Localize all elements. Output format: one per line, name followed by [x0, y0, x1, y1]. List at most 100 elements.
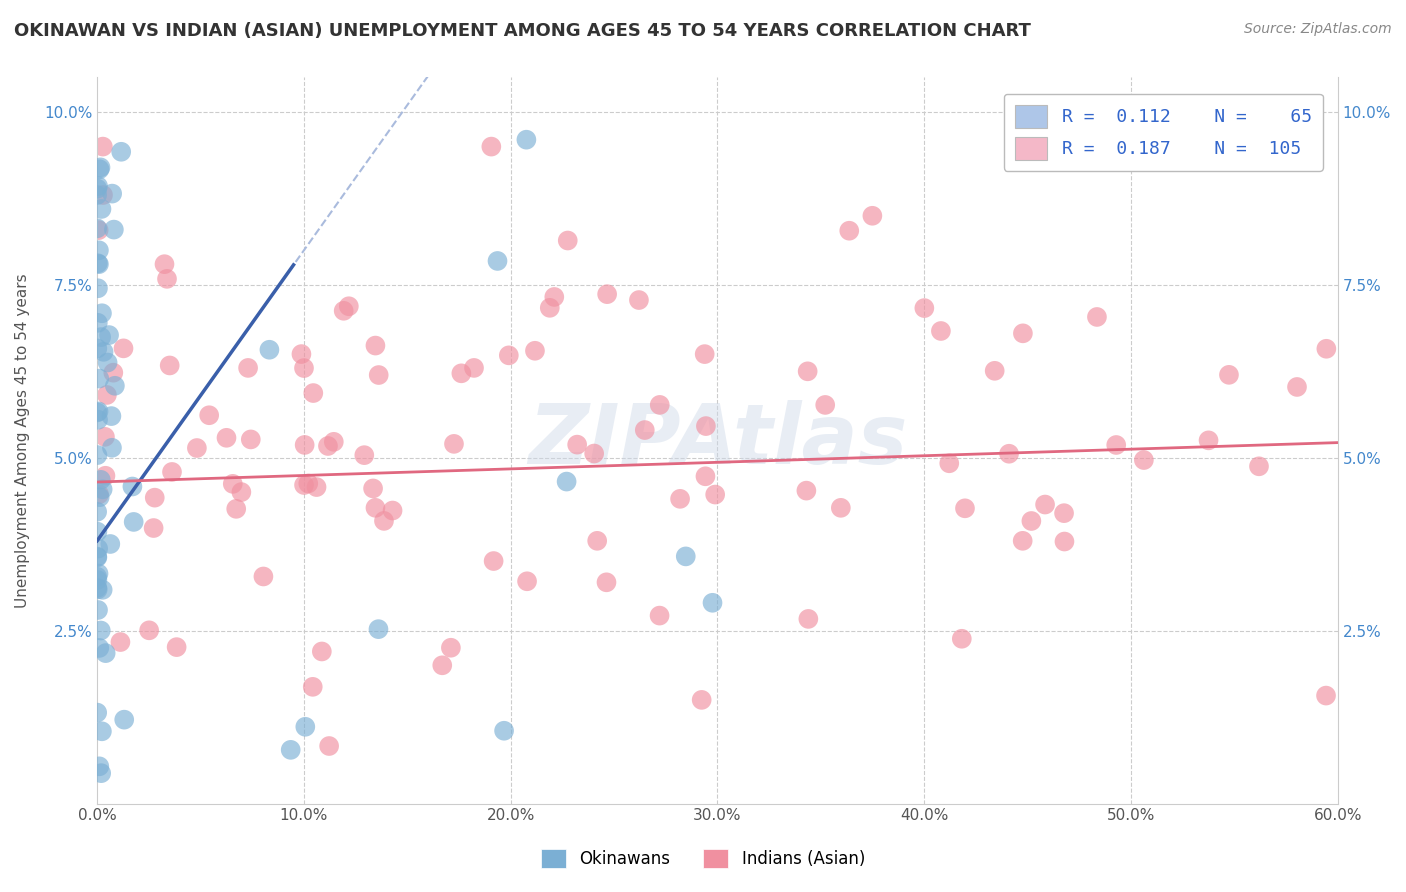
Point [138, 624, 160, 638]
Point [301, 680, 323, 694]
Point [122, 515, 145, 529]
Point [87, 404, 110, 418]
Point [292, 361, 315, 376]
Point [98, 537, 121, 551]
Point [1133, 453, 1156, 467]
Point [1315, 342, 1337, 356]
Point [96, 388, 118, 402]
Point [239, 433, 262, 447]
Point [89, 759, 111, 773]
Point [110, 145, 132, 159]
Point [583, 446, 606, 460]
Point [153, 257, 176, 271]
Point [482, 554, 505, 568]
Point [648, 398, 671, 412]
Point [1085, 310, 1108, 324]
Text: ZIPAtlas: ZIPAtlas [527, 400, 907, 481]
Point [90, 330, 112, 344]
Point [93, 344, 115, 359]
Point [280, 743, 302, 757]
Point [648, 608, 671, 623]
Point [675, 549, 697, 564]
Point [89, 162, 111, 177]
Point [669, 491, 692, 506]
Point [557, 234, 579, 248]
Point [86, 181, 108, 195]
Point [87, 566, 110, 581]
Point [704, 487, 727, 501]
Point [373, 514, 395, 528]
Point [87, 244, 110, 258]
Point [225, 501, 247, 516]
Point [1285, 380, 1308, 394]
Point [86, 405, 108, 419]
Point [381, 503, 404, 517]
Point [87, 413, 110, 427]
Point [86, 342, 108, 356]
Point [294, 438, 316, 452]
Text: Source: ZipAtlas.com: Source: ZipAtlas.com [1244, 22, 1392, 37]
Point [86, 706, 108, 720]
Point [294, 720, 316, 734]
Point [91, 306, 114, 320]
Point [103, 366, 125, 380]
Point [87, 223, 110, 237]
Point [797, 612, 820, 626]
Point [302, 386, 325, 401]
Point [523, 343, 546, 358]
Point [231, 485, 253, 500]
Point [159, 359, 181, 373]
Point [364, 338, 387, 352]
Point [311, 644, 333, 658]
Point [929, 324, 952, 338]
Point [101, 441, 124, 455]
Point [97, 355, 120, 369]
Point [91, 188, 114, 202]
Point [450, 367, 472, 381]
Point [1198, 434, 1220, 448]
Point [443, 437, 465, 451]
Point [87, 256, 110, 270]
Point [693, 347, 716, 361]
Point [297, 476, 319, 491]
Point [332, 303, 354, 318]
Point [87, 541, 110, 556]
Point [94, 430, 117, 444]
Point [259, 343, 281, 357]
Point [86, 221, 108, 235]
Point [290, 347, 312, 361]
Point [90, 473, 112, 487]
Point [86, 505, 108, 519]
Point [112, 713, 135, 727]
Point [432, 658, 454, 673]
Point [86, 549, 108, 564]
Point [142, 521, 165, 535]
Point [89, 490, 111, 504]
Point [198, 409, 221, 423]
Point [912, 301, 935, 315]
Point [90, 202, 112, 216]
Point [86, 573, 108, 587]
Point [103, 222, 125, 236]
Point [796, 364, 818, 378]
Point [87, 316, 110, 330]
Point [953, 501, 976, 516]
Point [110, 635, 132, 649]
Point [702, 596, 724, 610]
Point [516, 574, 538, 589]
Point [98, 328, 121, 343]
Point [91, 582, 114, 597]
Point [1012, 326, 1035, 341]
Point [595, 575, 617, 590]
Point [361, 482, 384, 496]
Point [479, 139, 502, 153]
Point [90, 624, 112, 638]
Point [838, 224, 860, 238]
Point [543, 290, 565, 304]
Point [112, 342, 135, 356]
Point [166, 640, 188, 654]
Point [156, 272, 179, 286]
Point [690, 693, 713, 707]
Point [87, 487, 110, 501]
Point [87, 257, 110, 271]
